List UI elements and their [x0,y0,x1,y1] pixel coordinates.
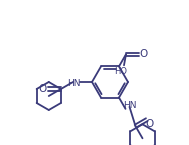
Text: O: O [146,119,154,129]
Text: HO: HO [115,67,128,76]
Text: HN: HN [123,101,136,110]
Text: HN: HN [67,78,81,87]
Text: O: O [39,84,47,94]
Text: O: O [140,49,148,59]
